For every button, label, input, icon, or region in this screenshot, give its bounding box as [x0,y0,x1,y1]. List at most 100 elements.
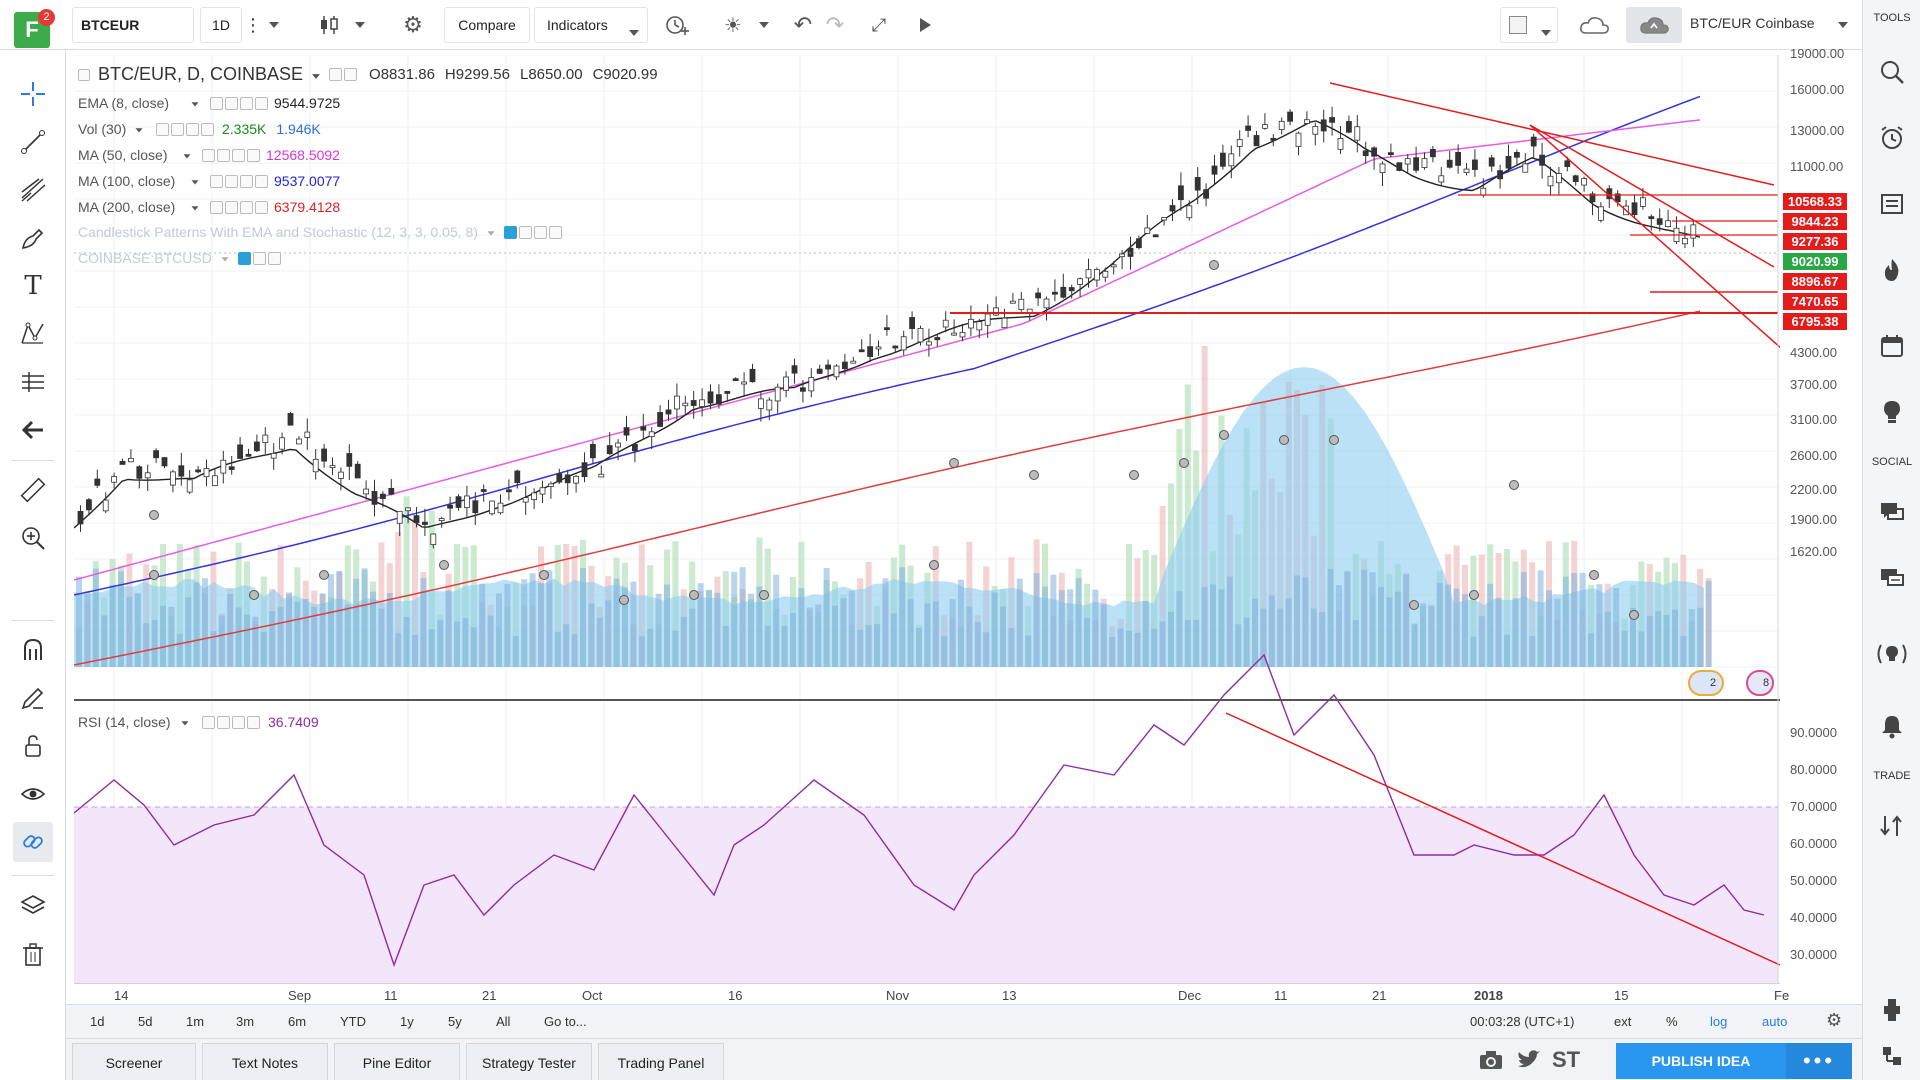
idea-dropdown-icon[interactable] [754,8,774,42]
compare-button[interactable]: Compare [444,7,530,43]
legend-ema-dropdown-icon[interactable] [192,97,199,108]
search-icon[interactable] [1872,52,1912,92]
ideas-bulb-icon[interactable] [1872,392,1912,432]
fullscreen-icon[interactable]: ⤢ [871,14,887,35]
legend-ma200-dropdown-icon[interactable] [192,201,199,212]
interval-dropdown-icon[interactable] [264,8,284,42]
range-button[interactable]: 5y [448,1014,462,1029]
streams-icon[interactable] [1872,634,1912,674]
notification-badge[interactable]: 2 [38,9,55,26]
clock-readout[interactable]: 00:03:28 (UTC+1) [1470,1014,1575,1029]
range-button[interactable]: Go to... [544,1014,587,1029]
link-icon[interactable] [13,822,53,862]
legend-ma50-dropdown-icon[interactable] [184,149,191,160]
play-icon[interactable] [908,8,942,42]
legend-rsi[interactable]: RSI (14, close) 36.7409 [78,714,319,730]
publish-idea-button[interactable]: PUBLISH IDEA [1616,1043,1786,1079]
more-vertical-icon[interactable]: ⋮ [244,14,262,35]
rsi-axis[interactable]: 90.0000 80.0000 70.0000 60.0000 50.0000 40.00… [1780,700,1862,970]
publish-more-button[interactable]: ••• [1786,1043,1852,1079]
legend-compare-dropdown-icon[interactable] [221,252,228,263]
trash-icon[interactable] [13,934,53,974]
legend-ma100-dropdown-icon[interactable] [192,175,199,186]
idea-bulb-icon[interactable]: ☀ [724,14,742,37]
range-button[interactable]: 5d [138,1014,153,1029]
draw-lock-pencil-icon[interactable] [13,678,53,718]
crosshair-icon[interactable] [13,74,53,114]
indicators-button[interactable]: Indicators [534,7,648,43]
tab-strategy-tester[interactable]: Strategy Tester [466,1043,592,1080]
legend-faded-dropdown-icon[interactable] [487,226,494,237]
interval-button[interactable]: 1D [200,7,242,43]
symbol-search-input[interactable]: BTCEUR [72,7,194,43]
pitchfork-icon[interactable] [13,170,53,210]
gear-icon[interactable]: ⚙ [403,12,423,37]
legend-dropdown-icon[interactable] [312,66,320,83]
notifications-bell-icon[interactable] [1872,706,1912,746]
magnet-icon[interactable] [13,630,53,670]
percent-toggle[interactable]: % [1666,1014,1678,1029]
hide-mini-icon[interactable] [344,68,358,81]
chart-type-dropdown-icon[interactable] [350,8,370,42]
zoom-in-icon[interactable] [13,518,53,558]
price-chart[interactable] [74,55,1780,983]
range-button[interactable]: All [496,1014,511,1029]
range-button[interactable]: 6m [288,1014,307,1029]
prediction-icon[interactable] [13,362,53,402]
layout-select[interactable] [1500,7,1558,43]
settings-mini-icon[interactable] [329,68,343,81]
legend-vol[interactable]: Vol (30) 2.335K 1.946K [78,121,321,137]
cloud-icon[interactable] [1574,8,1614,42]
hotlist-flame-icon[interactable] [1872,250,1912,290]
eye-icon[interactable] [13,774,53,814]
back-arrow-icon[interactable] [13,410,53,450]
dom-icon[interactable] [1872,990,1912,1030]
camera-icon[interactable] [1478,1049,1504,1076]
ideas-bubble[interactable]: 8 [1746,670,1774,696]
auto-toggle[interactable]: auto [1762,1014,1788,1029]
price-axis[interactable]: 19000.0016000.0013000.0011000.005100.004… [1780,46,1862,695]
stocktwits-icon[interactable]: ST [1552,1047,1581,1072]
alarm-clock-icon[interactable] [1872,118,1912,158]
legend-ema[interactable]: EMA (8, close) 9544.9725 [78,95,340,111]
collapse-icon[interactable] [78,68,90,81]
legend-rsi-dropdown-icon[interactable] [182,716,189,727]
axis-settings-gear-icon[interactable]: ⚙ [1826,1010,1843,1030]
lock-icon[interactable] [13,726,53,766]
chat-icon[interactable] [1872,492,1912,532]
tab-text-notes[interactable]: Text Notes [202,1043,328,1080]
legend-ma200[interactable]: MA (200, close) 6379.4128 [78,199,340,215]
tab-trading-panel[interactable]: Trading Panel [598,1043,724,1080]
text-tool-icon[interactable]: T [24,271,42,301]
range-button[interactable]: YTD [340,1014,366,1029]
layout-name-dropdown-icon[interactable] [1832,8,1854,42]
legend-vol-dropdown-icon[interactable] [136,123,143,134]
candles-icon[interactable] [312,8,346,42]
legend-ma50[interactable]: MA (50, close) 12568.5092 [78,147,340,163]
calendar-icon[interactable] [1872,326,1912,366]
trading-panel-icon[interactable] [1872,806,1912,846]
undo-icon[interactable]: ↶ [793,12,813,37]
range-button[interactable]: 1m [186,1014,205,1029]
watchlist-icon[interactable] [1872,184,1912,224]
range-button[interactable]: 1d [90,1014,105,1029]
private-chat-icon[interactable] [1872,558,1912,598]
alert-add-icon[interactable] [660,8,694,42]
layout-name[interactable]: BTC/EUR Coinbase [1690,15,1815,31]
ruler-icon[interactable] [13,470,53,510]
range-button[interactable]: 3m [236,1014,255,1029]
cloud-save-button[interactable] [1626,7,1682,43]
brush-icon[interactable] [13,218,53,258]
time-axis[interactable]: 14 Sep 11 21 Oct 16 Nov 13 Dec 11 21 2018 15 Fe [74,983,1789,1004]
redo-icon[interactable]: ↷ [825,12,845,37]
trend-line-icon[interactable] [13,122,53,162]
pattern-icon[interactable] [13,314,53,354]
tab-pine-editor[interactable]: Pine Editor [334,1043,460,1080]
range-button[interactable]: 1y [400,1014,414,1029]
legend-compare-symbol[interactable]: COINBASE:BTCUSD [78,250,283,266]
twitter-icon[interactable] [1516,1049,1542,1076]
legend-ma100[interactable]: MA (100, close) 9537.0077 [78,173,340,189]
log-toggle[interactable]: log [1710,1014,1728,1029]
tab-screener[interactable]: Screener [72,1043,196,1080]
legend-faded-study[interactable]: Candlestick Patterns With EMA and Stocha… [78,224,564,240]
